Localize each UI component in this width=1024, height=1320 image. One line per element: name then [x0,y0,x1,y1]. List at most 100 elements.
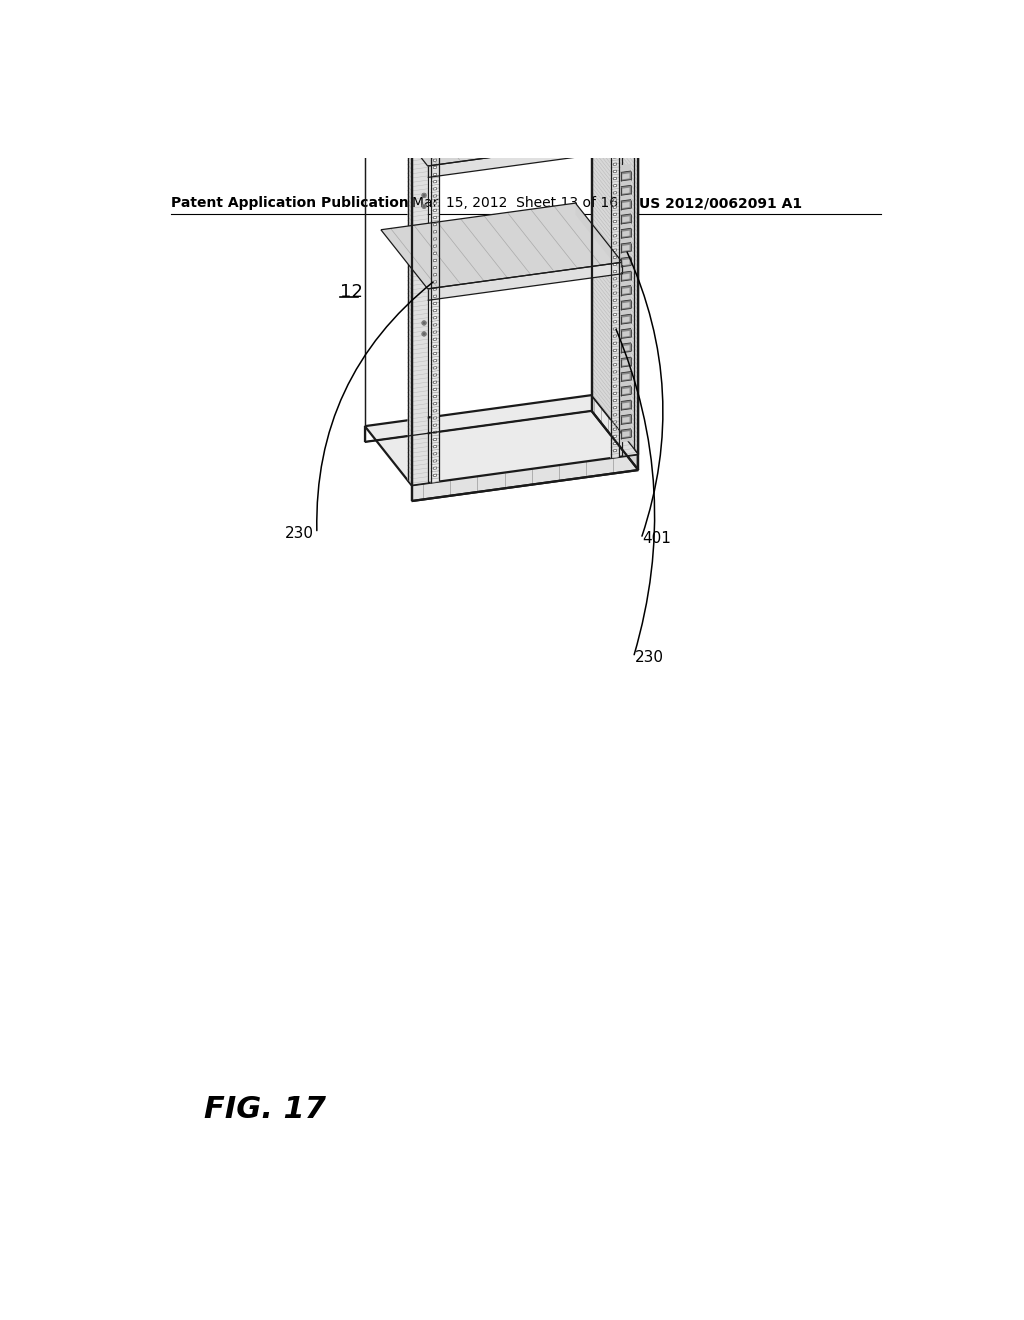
Polygon shape [433,116,436,119]
Polygon shape [623,187,630,194]
Polygon shape [433,81,436,83]
Polygon shape [433,331,436,334]
Polygon shape [433,459,436,462]
Polygon shape [365,0,638,15]
Polygon shape [613,363,616,366]
Polygon shape [408,24,412,486]
Polygon shape [613,141,616,144]
Polygon shape [613,449,616,451]
Polygon shape [433,246,436,247]
Polygon shape [613,263,616,265]
Polygon shape [433,102,436,104]
Polygon shape [592,0,638,454]
Polygon shape [613,306,616,309]
Polygon shape [433,417,436,420]
Polygon shape [433,216,436,219]
Polygon shape [613,213,616,215]
Polygon shape [621,300,631,310]
Polygon shape [621,285,631,296]
Polygon shape [433,209,436,211]
Polygon shape [613,20,616,22]
Polygon shape [613,407,616,409]
Polygon shape [613,55,616,58]
Polygon shape [433,173,436,176]
Polygon shape [433,323,436,326]
Polygon shape [433,467,436,470]
Polygon shape [575,203,623,273]
Polygon shape [623,403,630,408]
Text: US 2012/0062091 A1: US 2012/0062091 A1 [639,197,802,210]
Polygon shape [621,343,631,352]
Polygon shape [433,181,436,183]
Polygon shape [433,252,436,255]
Polygon shape [613,156,616,158]
Polygon shape [433,267,436,269]
Polygon shape [634,0,638,454]
Polygon shape [623,288,630,294]
Polygon shape [623,302,630,309]
Polygon shape [575,81,623,150]
Polygon shape [613,91,616,94]
Text: 230: 230 [635,649,664,665]
Polygon shape [613,249,616,251]
Polygon shape [381,203,623,289]
Polygon shape [623,202,630,209]
Polygon shape [433,95,436,98]
Polygon shape [433,432,436,433]
Polygon shape [613,149,616,152]
Polygon shape [613,199,616,202]
Polygon shape [433,187,436,190]
Polygon shape [613,77,616,79]
Polygon shape [613,277,616,280]
Polygon shape [433,359,436,362]
Polygon shape [433,166,436,169]
Polygon shape [623,331,630,337]
Polygon shape [433,30,436,33]
Polygon shape [433,424,436,426]
Polygon shape [412,454,638,502]
Polygon shape [613,285,616,288]
Polygon shape [621,243,631,252]
Polygon shape [433,195,436,197]
Polygon shape [613,41,616,44]
Polygon shape [621,414,631,425]
Polygon shape [613,292,616,294]
Polygon shape [433,51,436,54]
Polygon shape [433,108,436,111]
Polygon shape [621,400,631,411]
Text: FIG. 17: FIG. 17 [204,1094,326,1123]
Polygon shape [613,235,616,238]
Polygon shape [433,367,436,370]
Polygon shape [433,294,436,297]
Polygon shape [623,259,630,265]
Polygon shape [613,399,616,401]
Polygon shape [613,442,616,445]
Polygon shape [433,338,436,341]
Polygon shape [613,348,616,351]
Polygon shape [613,26,616,29]
Polygon shape [433,231,436,234]
Polygon shape [613,191,616,194]
Polygon shape [433,317,436,319]
Polygon shape [613,112,616,115]
Polygon shape [433,438,436,441]
Polygon shape [412,0,638,486]
Polygon shape [381,81,623,166]
Polygon shape [623,388,630,395]
Polygon shape [613,120,616,123]
Polygon shape [433,309,436,312]
Polygon shape [433,388,436,391]
Polygon shape [621,371,631,381]
Polygon shape [433,73,436,75]
Polygon shape [592,395,638,470]
Polygon shape [592,0,638,454]
Polygon shape [433,273,436,276]
Polygon shape [613,242,616,244]
Polygon shape [433,352,436,355]
Polygon shape [592,0,638,454]
Polygon shape [433,403,436,405]
Circle shape [422,194,426,197]
Polygon shape [623,246,630,251]
Polygon shape [613,62,616,65]
Polygon shape [623,231,630,236]
